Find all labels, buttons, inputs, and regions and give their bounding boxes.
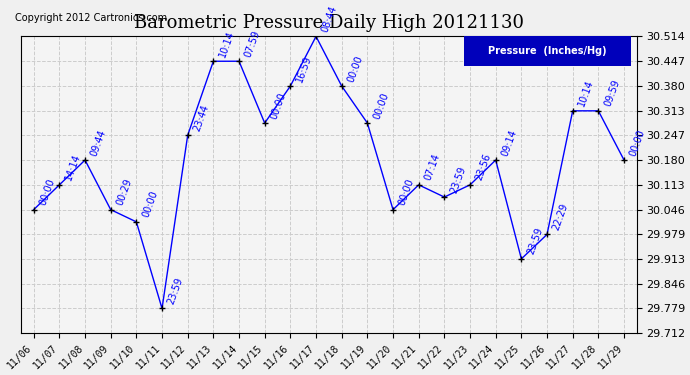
Text: 23:44: 23:44 <box>192 103 211 132</box>
Text: 09:14: 09:14 <box>500 128 519 157</box>
Text: 07:59: 07:59 <box>243 29 262 58</box>
Text: 00:00: 00:00 <box>269 91 288 120</box>
Text: Copyright 2012 Cartronics.com: Copyright 2012 Cartronics.com <box>14 13 167 23</box>
Text: 00:00: 00:00 <box>371 91 391 120</box>
Text: 23:56: 23:56 <box>474 152 493 182</box>
Text: 00:00: 00:00 <box>346 54 365 83</box>
Text: 22:29: 22:29 <box>551 202 570 232</box>
Text: 09:59: 09:59 <box>602 78 622 108</box>
Text: 00:00: 00:00 <box>141 190 159 219</box>
Text: 10:14: 10:14 <box>217 29 237 58</box>
Title: Barometric Pressure Daily High 20121130: Barometric Pressure Daily High 20121130 <box>134 14 524 32</box>
Text: 07:14: 07:14 <box>423 153 442 182</box>
Text: 00:29: 00:29 <box>115 177 134 207</box>
Text: 00:00: 00:00 <box>38 177 57 207</box>
Text: 09:44: 09:44 <box>89 128 108 157</box>
Text: 00:00: 00:00 <box>397 177 416 207</box>
Text: 08:44: 08:44 <box>320 4 339 34</box>
Text: 23:59: 23:59 <box>448 165 468 194</box>
Text: 14:14: 14:14 <box>63 153 82 182</box>
Text: 16:59: 16:59 <box>295 54 313 83</box>
Text: 00:00: 00:00 <box>628 128 647 157</box>
Text: 23:59: 23:59 <box>166 276 185 306</box>
Text: 23:59: 23:59 <box>526 226 544 256</box>
Text: 10:14: 10:14 <box>577 78 595 108</box>
